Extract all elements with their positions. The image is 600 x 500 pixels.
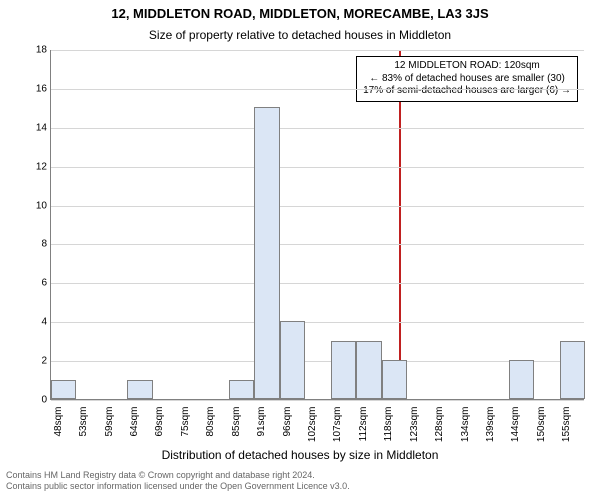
x-tick-label: 80sqm	[201, 407, 216, 437]
y-tick-label: 0	[41, 395, 51, 406]
footer-line-1: Contains HM Land Registry data © Crown c…	[6, 470, 350, 481]
y-tick-label: 2	[41, 356, 51, 367]
histogram-bar	[356, 341, 381, 399]
grid-line	[51, 167, 584, 168]
x-axis-label: Distribution of detached houses by size …	[0, 448, 600, 462]
x-tick-label: 85sqm	[227, 407, 242, 437]
x-tick-label: 107sqm	[328, 407, 343, 443]
x-tick-label: 48sqm	[49, 407, 64, 437]
chart-container: 12, MIDDLETON ROAD, MIDDLETON, MORECAMBE…	[0, 0, 600, 500]
reference-line	[399, 50, 401, 399]
chart-subtitle: Size of property relative to detached ho…	[0, 28, 600, 42]
footer-text: Contains HM Land Registry data © Crown c…	[6, 470, 350, 493]
grid-line	[51, 322, 584, 323]
grid-line	[51, 283, 584, 284]
histogram-bar	[127, 380, 152, 399]
x-tick-label: 150sqm	[532, 407, 547, 443]
grid-line	[51, 206, 584, 207]
histogram-bar	[280, 321, 305, 399]
annotation-line-2: ← 83% of detached houses are smaller (30…	[363, 73, 571, 86]
histogram-bar	[254, 107, 279, 399]
x-tick-label: 64sqm	[125, 407, 140, 437]
x-tick-label: 102sqm	[303, 407, 318, 443]
grid-line	[51, 361, 584, 362]
annotation-box: 12 MIDDLETON ROAD: 120sqm ← 83% of detac…	[356, 56, 578, 102]
grid-line	[51, 400, 584, 401]
histogram-bar	[382, 360, 407, 399]
grid-line	[51, 244, 584, 245]
histogram-bar	[229, 380, 254, 399]
histogram-bar	[51, 380, 76, 399]
chart-title: 12, MIDDLETON ROAD, MIDDLETON, MORECAMBE…	[0, 6, 600, 21]
annotation-line-1: 12 MIDDLETON ROAD: 120sqm	[363, 60, 571, 73]
x-tick-label: 128sqm	[430, 407, 445, 443]
x-tick-label: 139sqm	[481, 407, 496, 443]
x-tick-label: 53sqm	[74, 407, 89, 437]
annotation-line-3: 17% of semi-detached houses are larger (…	[363, 85, 571, 98]
x-tick-label: 118sqm	[379, 407, 394, 442]
x-tick-label: 96sqm	[278, 407, 293, 437]
x-tick-label: 75sqm	[176, 407, 191, 437]
x-tick-label: 144sqm	[506, 407, 521, 443]
grid-line	[51, 89, 584, 90]
y-tick-label: 8	[41, 239, 51, 250]
histogram-bar	[509, 360, 534, 399]
x-tick-label: 91sqm	[252, 407, 267, 437]
grid-line	[51, 128, 584, 129]
y-tick-label: 10	[36, 200, 51, 211]
y-tick-label: 6	[41, 278, 51, 289]
x-tick-label: 112sqm	[354, 407, 369, 442]
histogram-bar	[560, 341, 585, 399]
histogram-bar	[331, 341, 356, 399]
plot-area: 12 MIDDLETON ROAD: 120sqm ← 83% of detac…	[50, 50, 584, 400]
y-tick-label: 16	[36, 83, 51, 94]
footer-line-2: Contains public sector information licen…	[6, 481, 350, 492]
x-tick-label: 59sqm	[100, 407, 115, 437]
y-tick-label: 12	[36, 161, 51, 172]
grid-line	[51, 50, 584, 51]
x-tick-label: 123sqm	[405, 407, 420, 443]
y-tick-label: 14	[36, 122, 51, 133]
x-tick-label: 155sqm	[557, 407, 572, 443]
y-tick-label: 4	[41, 317, 51, 328]
y-tick-label: 18	[36, 45, 51, 56]
x-tick-label: 134sqm	[456, 407, 471, 443]
x-tick-label: 69sqm	[150, 407, 165, 437]
